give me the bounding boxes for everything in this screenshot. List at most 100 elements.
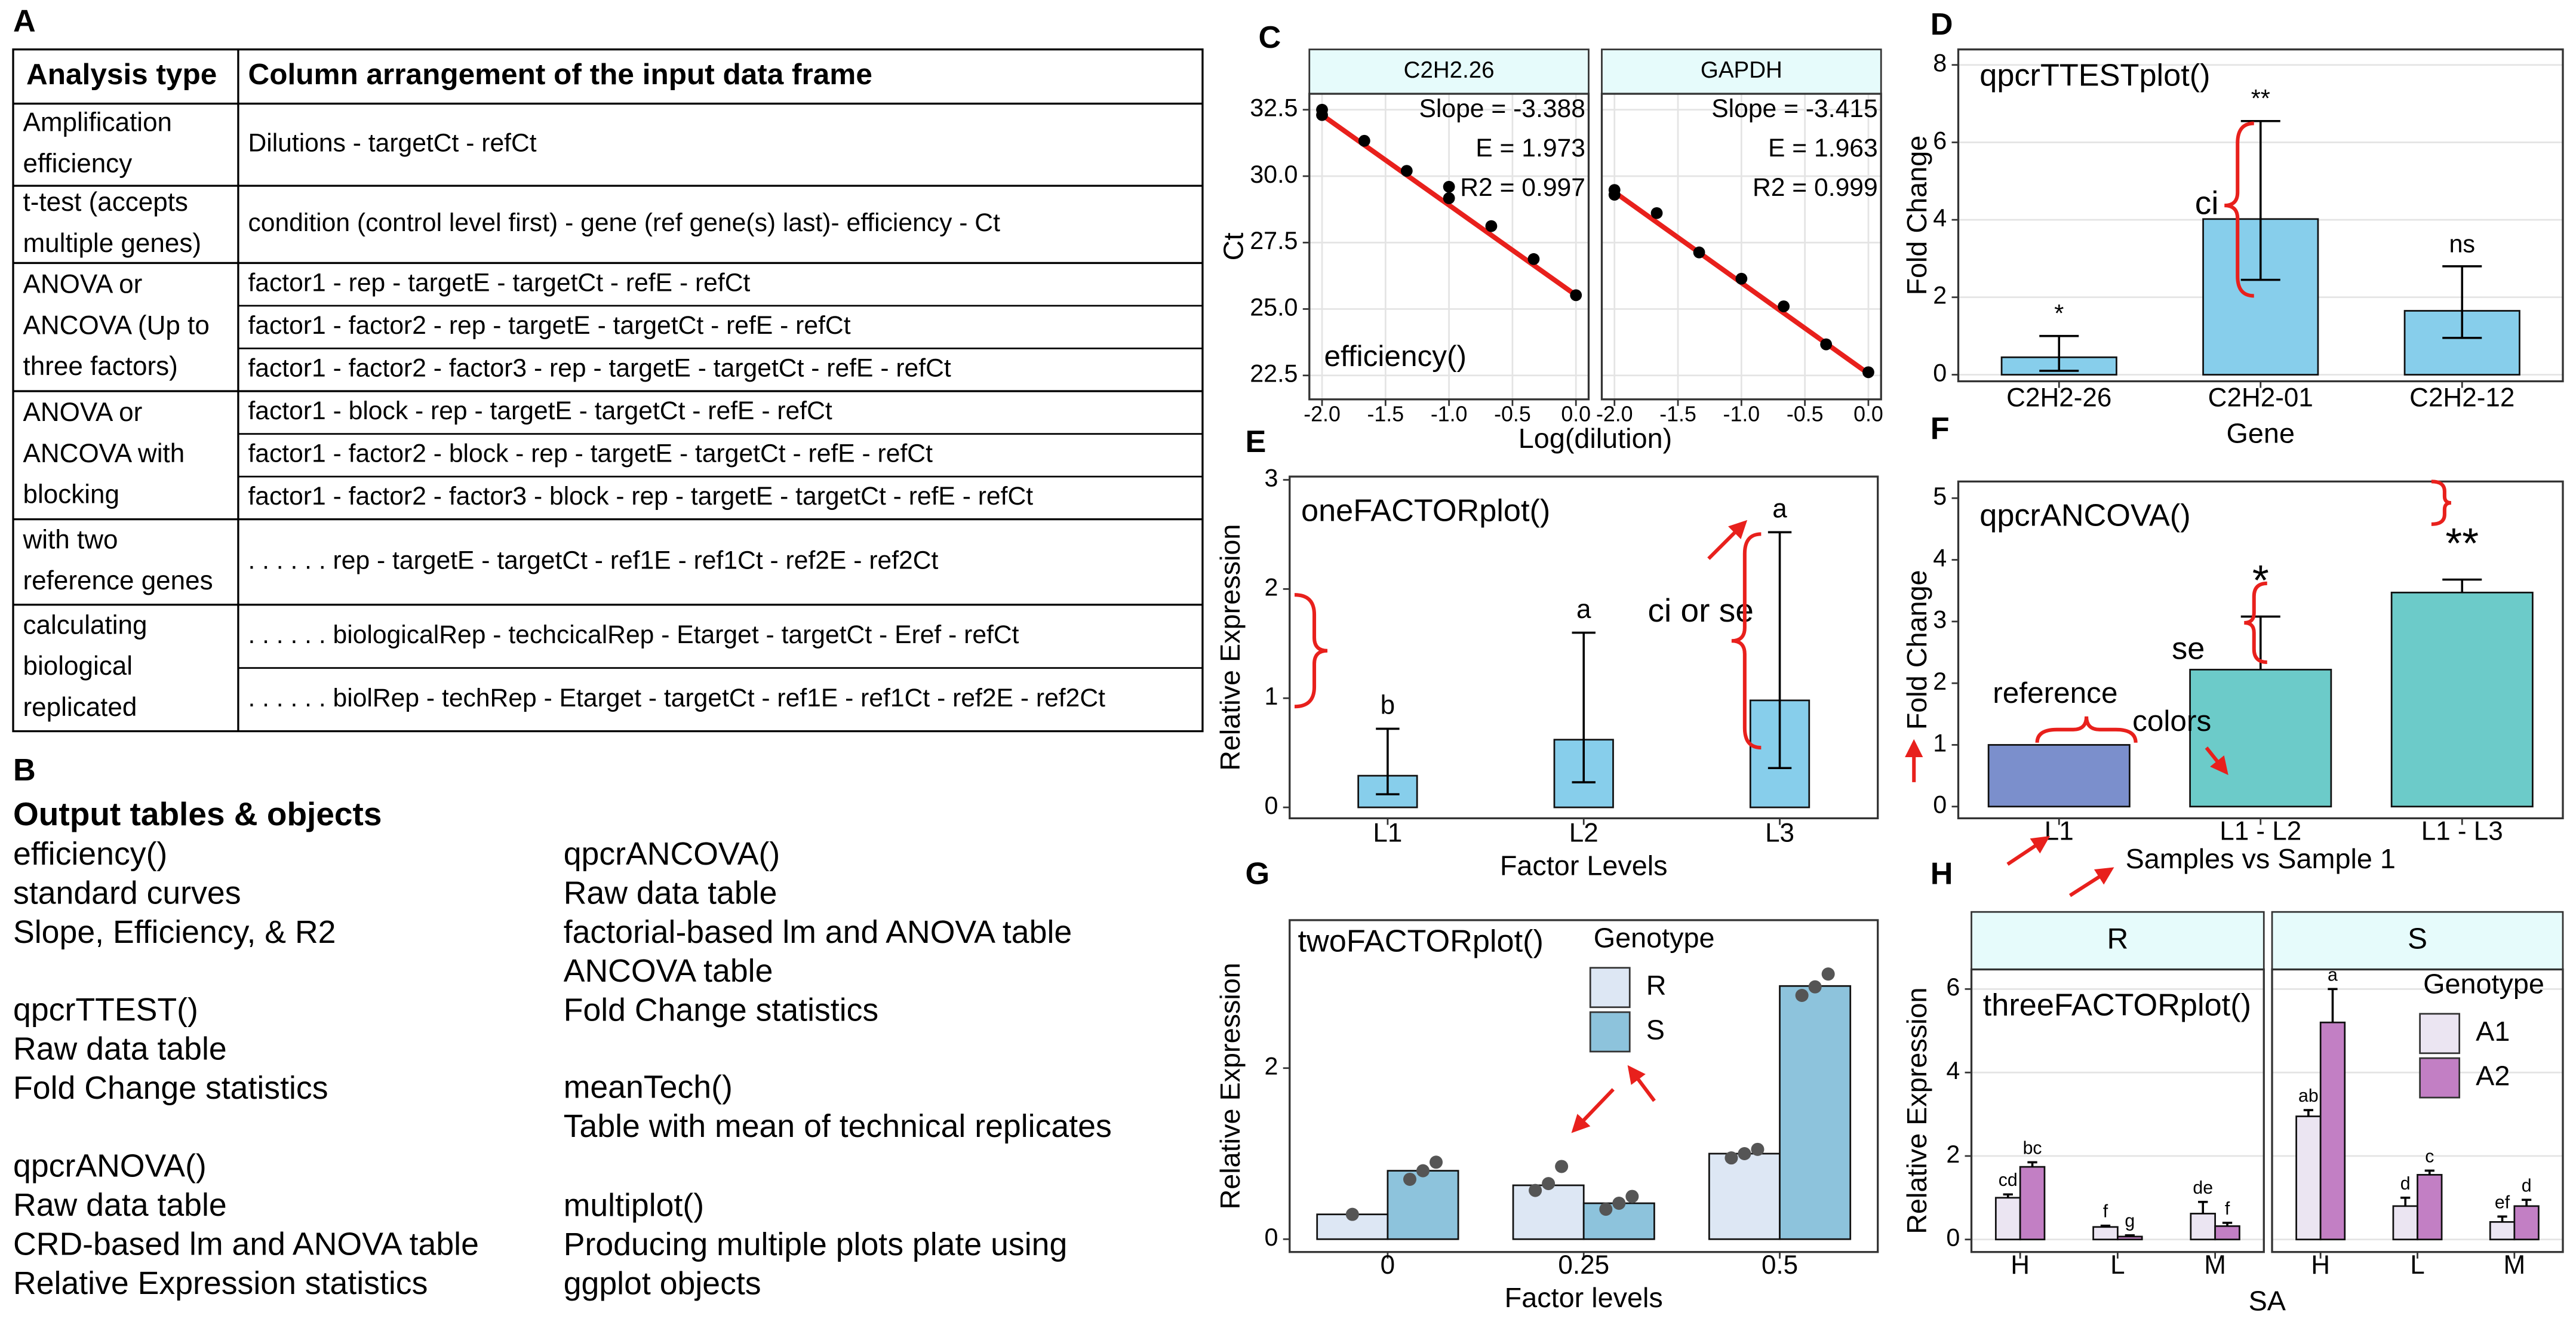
replicate-point [1808,980,1822,994]
significance-label: b [1381,691,1395,720]
replicate-point [1612,1197,1626,1210]
bar [1708,1152,1781,1240]
panel-label: G [1245,856,1269,891]
brace [1731,532,1762,750]
x-tick-label: -1.0 [1431,402,1468,426]
significance-label: a [1772,494,1787,524]
x-tick-label: -1.0 [1723,402,1760,426]
plot-frame [1970,968,2265,1253]
significance-letter: bc [2023,1138,2042,1158]
facet-title: GAPDH [1701,57,1782,83]
analysis-type: blocking [23,480,120,509]
significance-letter: g [2125,1212,2135,1231]
analysis-type: t-test (accepts [23,187,188,217]
significance-label: * [2054,300,2064,327]
brace [2244,581,2267,665]
x-tick-label: L2 [1569,819,1599,848]
annotation: qpcrTTESTplot() [1979,58,2210,93]
brace [2431,479,2452,526]
y-tick-label: 32.5 [1250,94,1298,122]
y-tick-label: 2 [1933,282,1947,309]
y-tick-label: 0 [1933,791,1947,819]
function-name: efficiency() [13,836,167,872]
significance-letter: ef [2495,1192,2510,1212]
y-axis-title: Fold Change [1901,570,1932,730]
y-tick-label: 4 [1933,204,1947,232]
output-item: Raw data table [13,1187,227,1223]
x-tick-label: L1 - L2 [2220,817,2301,846]
analysis-type: ANOVA or [23,398,143,427]
y-tick-label: 2 [1946,1141,1960,1168]
analysis-type: Amplification [23,108,173,137]
legend-title: Genotype [2423,968,2544,999]
replicate-point [1599,1203,1613,1216]
y-axis-title: Relative Expression [1215,524,1246,771]
y-tick-label: 1 [1933,729,1947,757]
column-arrangement: . . . . . . biologicalRep - techcicalRep… [248,620,1019,649]
data-point [1527,253,1540,265]
bar [2092,1226,2119,1241]
error-bar [2442,265,2482,339]
data-point [1862,366,1874,379]
annotation: ci or se [1648,592,1754,629]
replicate-point [1724,1151,1738,1165]
bar [2189,669,2332,808]
y-tick-label: 4 [1933,544,1947,571]
column-arrangement: factor1 - factor2 - factor3 - block - re… [248,482,1033,511]
replicate-point [1738,1146,1751,1160]
fit-statistic: Slope = -3.415 [1711,94,1877,123]
x-tick-label: -2.0 [1304,402,1341,426]
legend-key [2419,1057,2461,1099]
significance-letter: d [2400,1174,2411,1194]
column-arrangement: factor1 - factor2 - block - rep - target… [248,439,933,468]
replicate-point [1821,967,1835,981]
plot-frame [1308,93,1590,401]
facet-strip [2271,911,2564,970]
bar [2117,1235,2143,1241]
y-axis-title: Ct [1218,233,1249,261]
output-item: Slope, Efficiency, & R2 [13,914,336,950]
significance-letter: d [2522,1176,2532,1195]
y-tick-label: 2 [1265,1053,1278,1080]
x-tick-label: H [2311,1250,2330,1280]
arrow [1571,1088,1615,1133]
replicate-point [1416,1164,1430,1178]
error-bar [1376,727,1400,795]
analysis-type: with two [23,525,118,554]
bar [1987,744,2131,808]
x-axis-title: Gene [2227,418,2295,449]
significance-label: ** [2445,520,2479,567]
y-tick-label: 0 [1265,1224,1278,1251]
bar [2319,1021,2346,1241]
x-tick-label: 0 [1381,1250,1395,1280]
bar [2019,1166,2046,1241]
output-item: Fold Change statistics [564,992,879,1028]
annotation: efficiency() [1324,340,1467,373]
error-bar [1767,531,1792,770]
output-item: Table with mean of technical replicates [564,1108,1112,1144]
annotation: ci [2195,185,2219,222]
function-name: meanTech() [564,1069,733,1105]
bar [2295,1115,2322,1241]
plot-frame [1957,480,2564,820]
significance-letter: cd [1999,1170,2018,1190]
legend-key [2419,1013,2461,1055]
column-arrangement: factor1 - rep - targetE - targetCt - ref… [248,268,750,297]
output-item: standard curves [13,875,241,911]
fit-statistic: E = 1.963 [1768,134,1878,162]
bar [1512,1184,1585,1240]
annotation: oneFACTORplot() [1301,493,1550,528]
y-axis-title: Relative Expression [1215,963,1246,1209]
analysis-type: ANOVA or [23,270,143,299]
brace [2224,121,2254,298]
column-arrangement: factor1 - factor2 - factor3 - rep - targ… [248,354,951,383]
error-bar [2222,1221,2233,1227]
x-axis-title: Samples vs Sample 1 [2126,843,2396,874]
y-tick-label: 0 [1946,1224,1960,1252]
error-bar [2400,1197,2411,1206]
facet-strip [1308,48,1590,95]
panel-label: D [1931,7,1953,42]
error-bar [2027,1161,2037,1167]
annotation: reference [1993,677,2117,709]
